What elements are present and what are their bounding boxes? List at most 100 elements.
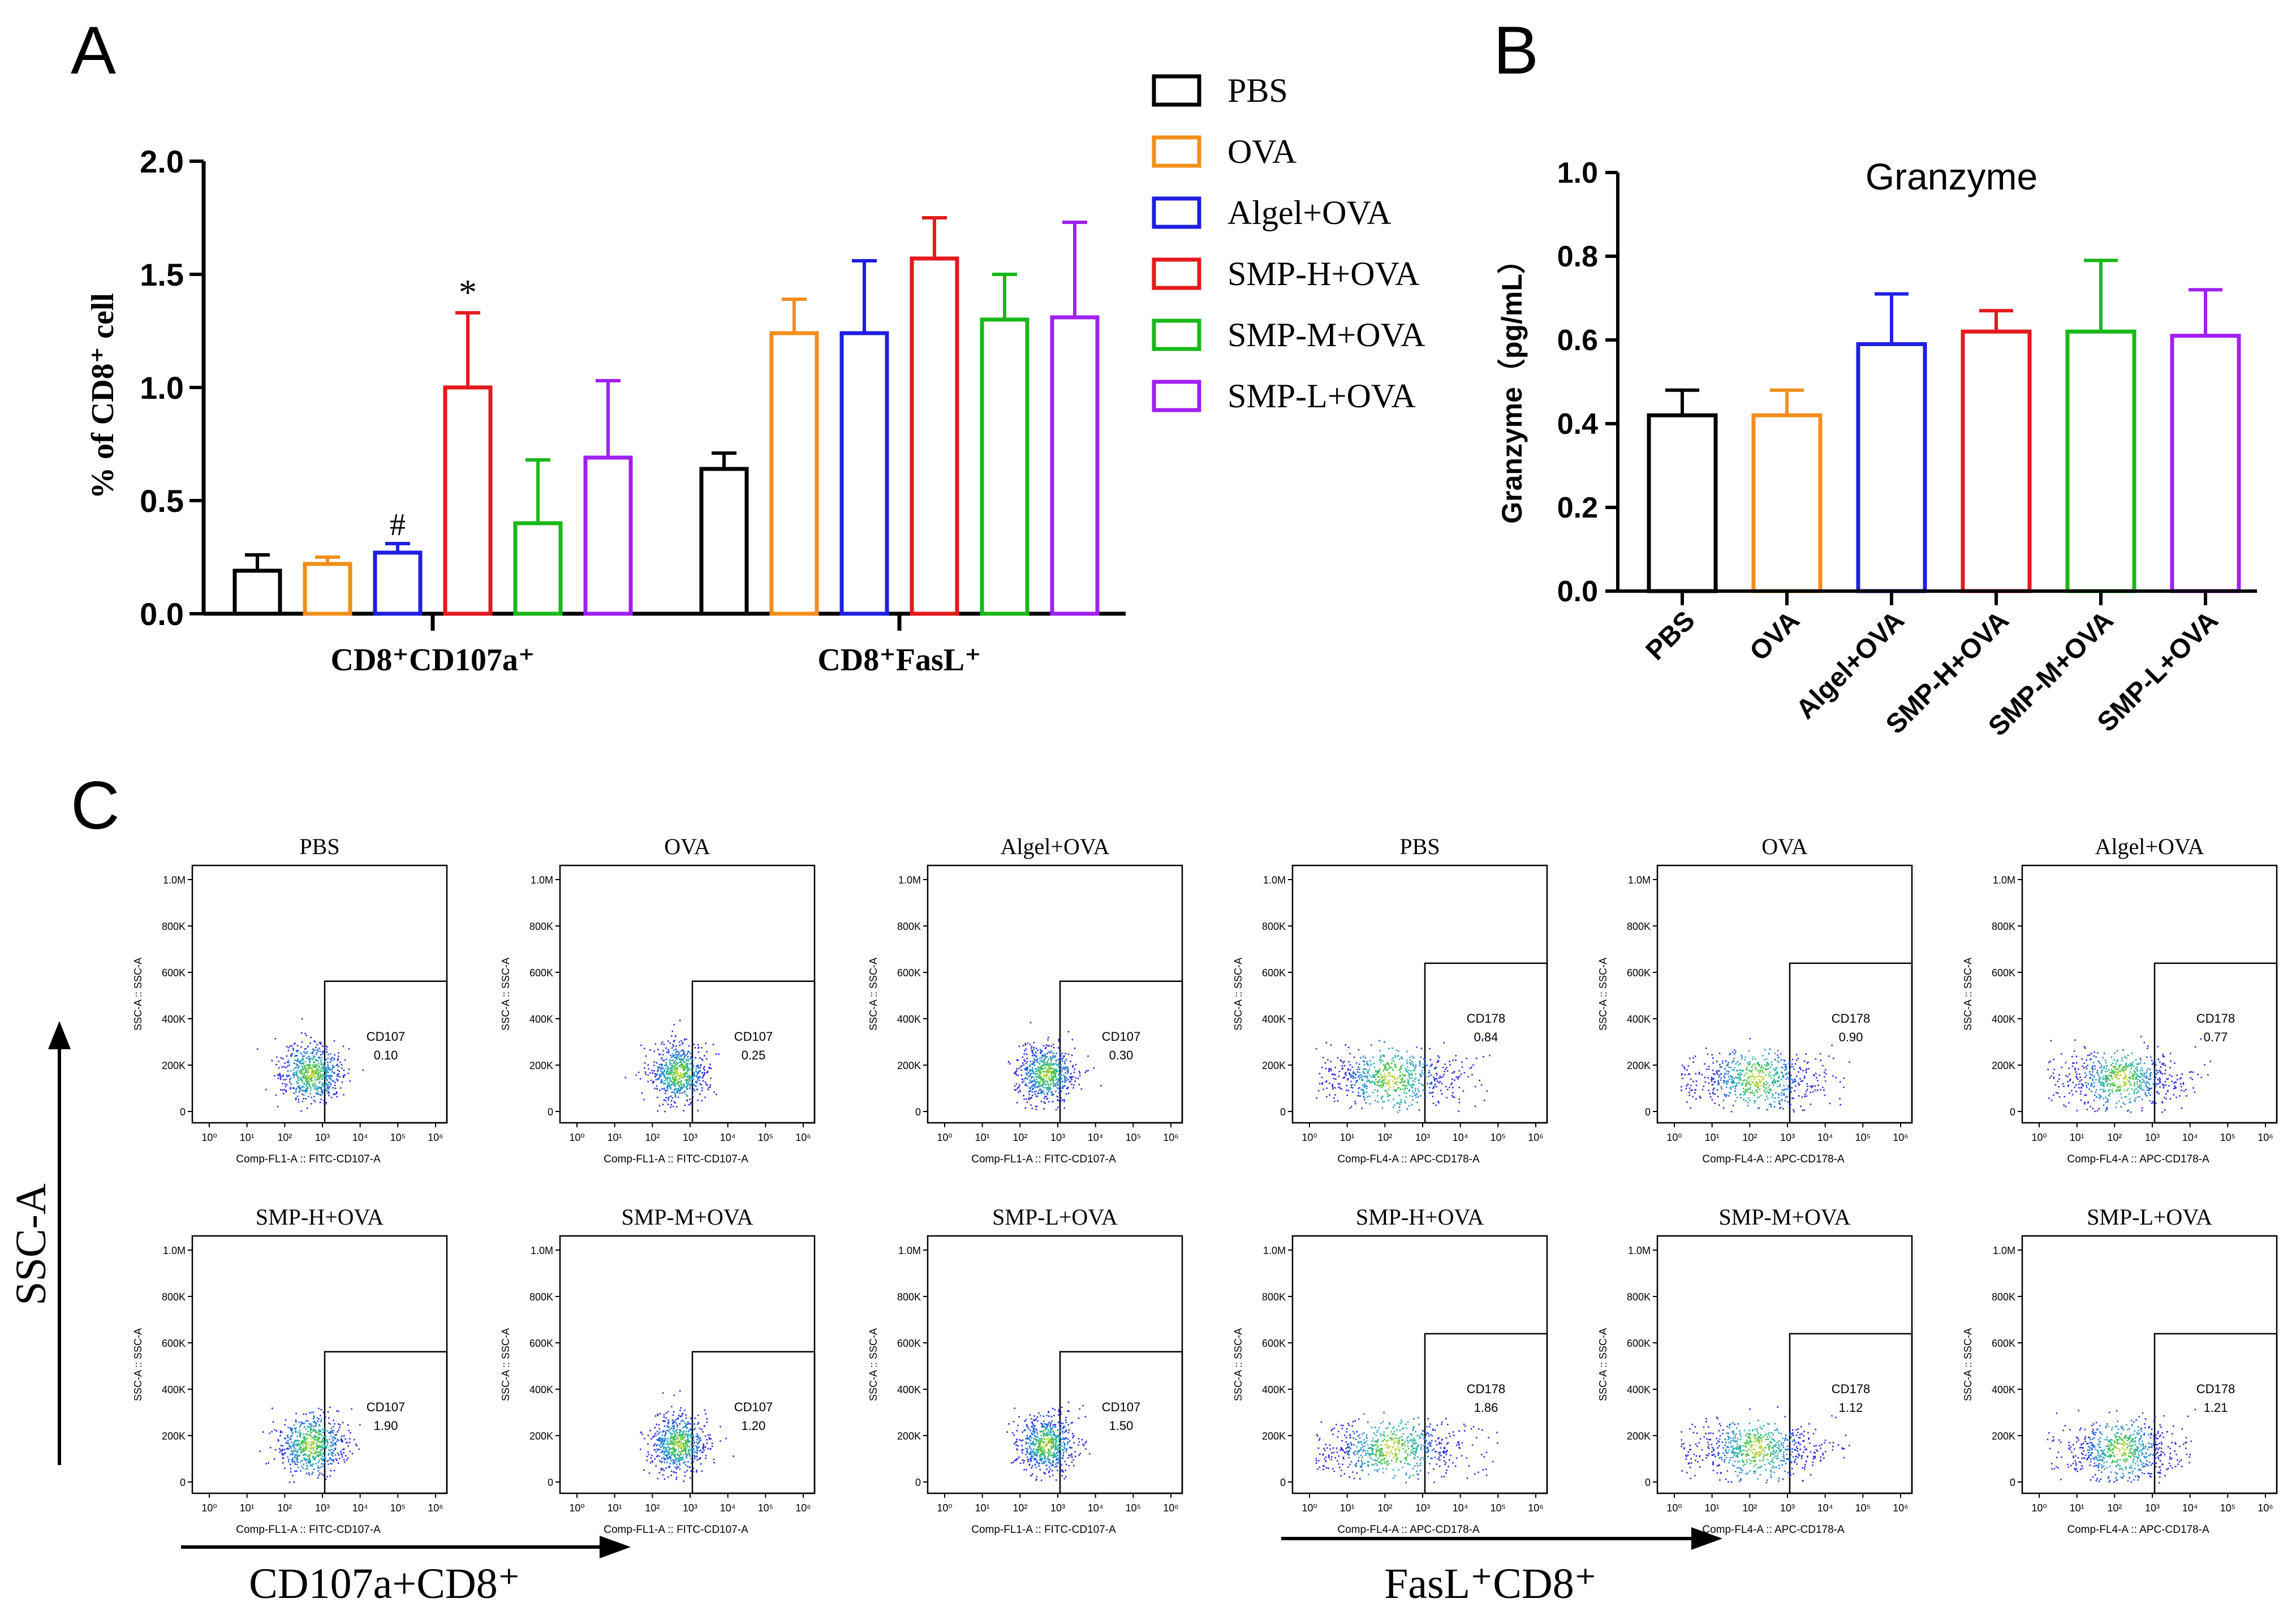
- flow-event-dot: [2123, 1076, 2125, 1079]
- flow-event-dot: [1758, 1079, 1760, 1081]
- flow-event-dot: [2099, 1062, 2101, 1064]
- flow-event-dot: [686, 1088, 688, 1090]
- flow-event-dot: [328, 1422, 330, 1424]
- flow-event-dot: [1054, 1075, 1056, 1076]
- flow-event-dot: [1741, 1058, 1743, 1059]
- flow-event-dot: [2207, 1074, 2209, 1076]
- flow-event-dot: [295, 1054, 296, 1057]
- flow-event-dot: [1401, 1080, 1403, 1083]
- flow-event-dot: [298, 1082, 299, 1084]
- flow-event-dot: [317, 1057, 320, 1058]
- flow-event-dot: [327, 1066, 329, 1068]
- flow-event-dot: [1820, 1059, 1822, 1061]
- flow-event-dot: [2136, 1083, 2138, 1085]
- flow-event-dot: [312, 1442, 315, 1444]
- flow-event-dot: [316, 1436, 318, 1438]
- flow-event-dot: [310, 1425, 312, 1427]
- flow-event-dot: [1806, 1071, 1807, 1074]
- flow-event-dot: [1745, 1083, 1747, 1085]
- flow-event-dot: [1326, 1080, 1328, 1082]
- flow-event-dot: [2169, 1074, 2171, 1076]
- flow-x-tick-label: 10²: [1013, 1132, 1027, 1143]
- flow-event-dot: [1055, 1068, 1057, 1070]
- flow-event-dot: [662, 1104, 664, 1105]
- flow-event-dot: [320, 1454, 322, 1456]
- flow-event-dot: [2122, 1049, 2124, 1051]
- flow-event-dot: [315, 1430, 317, 1432]
- flow-event-dot: [1023, 1095, 1024, 1097]
- flow-event-dot: [1413, 1092, 1415, 1094]
- flow-event-dot: [320, 1408, 322, 1411]
- flow-event-dot: [1725, 1080, 1727, 1083]
- flow-event-dot: [2146, 1072, 2147, 1074]
- flow-event-dot: [654, 1075, 656, 1078]
- flow-event-dot: [2106, 1106, 2108, 1109]
- flow-event-dot: [1734, 1085, 1736, 1088]
- flow-event-dot: [305, 1468, 307, 1470]
- flow-event-dot: [320, 1091, 322, 1093]
- flow-x-tick-label: 10⁶: [795, 1502, 811, 1514]
- flow-event-dot: [1748, 1097, 1750, 1099]
- flow-event-dot: [1439, 1075, 1441, 1077]
- flow-event-dot: [324, 1441, 325, 1443]
- flow-event-dot: [1789, 1082, 1791, 1084]
- flow-event-dot: [338, 1052, 339, 1054]
- flow-event-dot: [1389, 1075, 1391, 1077]
- legend-swatch: [1152, 196, 1201, 229]
- flow-event-dot: [1406, 1084, 1408, 1087]
- flow-event-dot: [687, 1095, 688, 1097]
- flow-event-dot: [1410, 1063, 1412, 1066]
- flow-event-dot: [1384, 1041, 1385, 1043]
- flow-event-dot: [1384, 1065, 1386, 1067]
- flow-x-tick-label: 10⁵: [758, 1132, 773, 1143]
- flow-event-dot: [1370, 1063, 1372, 1065]
- flow-event-dot: [2130, 1062, 2131, 1065]
- flow-event-dot: [326, 1084, 328, 1087]
- flow-event-dot: [1388, 1085, 1390, 1087]
- flow-event-dot: [295, 1440, 298, 1441]
- flow-event-dot: [672, 1081, 674, 1083]
- flow-event-dot: [301, 1081, 303, 1083]
- flow-event-dot: [2110, 1068, 2113, 1071]
- flow-event-dot: [1387, 1082, 1389, 1084]
- flow-event-dot: [269, 1432, 270, 1434]
- flow-event-dot: [1849, 1061, 1850, 1063]
- flow-event-dot: [319, 1075, 321, 1076]
- flow-event-dot: [324, 1048, 326, 1050]
- flow-event-dot: [1730, 1110, 1733, 1113]
- flow-event-dot: [1695, 1080, 1698, 1082]
- flow-event-dot: [2151, 1059, 2153, 1062]
- flow-event-dot: [1483, 1055, 1484, 1058]
- flow-event-dot: [1057, 1064, 1058, 1066]
- flow-event-dot: [288, 1443, 290, 1445]
- flow-event-dot: [656, 1073, 658, 1075]
- flow-event-dot: [1412, 1099, 1414, 1101]
- flow-event-dot: [1437, 1061, 1440, 1063]
- flow-event-dot: [681, 1084, 683, 1085]
- flow-event-dot: [1812, 1085, 1814, 1087]
- flow-event-dot: [1765, 1065, 1767, 1067]
- flow-event-dot: [2105, 1096, 2107, 1098]
- flow-event-dot: [330, 1079, 332, 1081]
- flow-event-dot: [1334, 1094, 1336, 1096]
- flow-event-dot: [2155, 1064, 2157, 1066]
- flow-event-dot: [2105, 1080, 2107, 1082]
- flow-event-dot: [674, 1083, 676, 1085]
- flow-event-dot: [1782, 1076, 1785, 1078]
- flow-event-dot: [1380, 1055, 1382, 1057]
- flow-event-dot: [1392, 1057, 1394, 1059]
- flow-event-dot: [1364, 1061, 1365, 1063]
- flow-event-dot: [706, 1051, 708, 1053]
- flow-event-dot: [2054, 1084, 2057, 1086]
- flow-event-dot: [294, 1043, 295, 1045]
- flow-x-tick-label: 10⁵: [1126, 1132, 1141, 1143]
- flow-event-dot: [1401, 1079, 1403, 1081]
- flow-event-dot: [697, 1435, 699, 1437]
- flow-event-dot: [324, 1046, 326, 1048]
- flow-event-dot: [1406, 1050, 1408, 1053]
- flow-event-dot: [1373, 1066, 1376, 1068]
- flow-event-dot: [1337, 1100, 1339, 1102]
- flow-event-dot: [1415, 1094, 1417, 1096]
- flow-event-dot: [347, 1445, 349, 1447]
- flow-event-dot: [1060, 1064, 1062, 1066]
